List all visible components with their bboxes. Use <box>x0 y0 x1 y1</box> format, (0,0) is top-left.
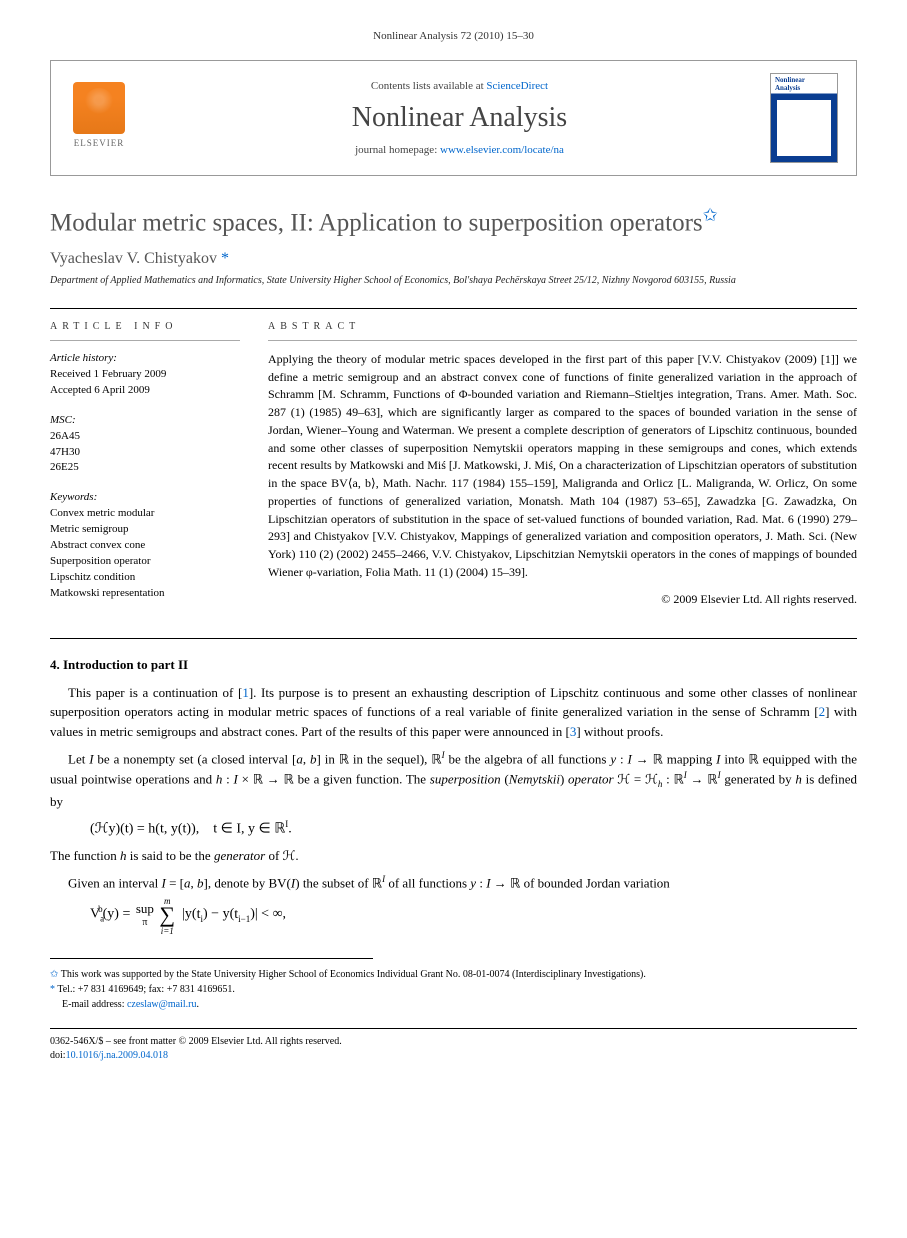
contents-available: Contents lists available at ScienceDirec… <box>149 80 770 92</box>
doi-prefix: doi: <box>50 1050 66 1061</box>
elsevier-logo: ELSEVIER <box>69 82 129 154</box>
title-text: Modular metric spaces, II: Application t… <box>50 209 703 236</box>
abstract-column: ABSTRACT Applying the theory of modular … <box>268 321 857 616</box>
eq2-sup: b <box>98 904 103 914</box>
author-line: Vyacheslav V. Chistyakov * <box>50 250 857 268</box>
article-info-label: ARTICLE INFO <box>50 321 240 332</box>
abstract-text: Applying the theory of modular metric sp… <box>268 351 857 582</box>
abstract-divider <box>268 340 857 341</box>
sum-lower: i=1 <box>161 926 174 936</box>
doi-link[interactable]: 10.1016/j.na.2009.04.018 <box>66 1050 169 1061</box>
doi-line: doi:10.1016/j.na.2009.04.018 <box>50 1049 857 1063</box>
msc-code: 26E25 <box>50 460 240 476</box>
footnotes-rule <box>50 958 373 967</box>
email-link[interactable]: czeslaw@mail.ru <box>127 999 196 1010</box>
elsevier-tree-icon <box>73 82 125 134</box>
journal-header: ELSEVIER Contents lists available at Sci… <box>50 60 857 176</box>
eq2-sub: a <box>100 914 104 924</box>
keyword: Superposition operator <box>50 554 240 570</box>
keyword: Lipschitz condition <box>50 570 240 586</box>
homepage-link[interactable]: www.elsevier.com/locate/na <box>440 144 564 156</box>
abstract-label: ABSTRACT <box>268 321 857 332</box>
article-info-column: ARTICLE INFO Article history: Received 1… <box>50 321 240 616</box>
footnote-2: * Tel.: +7 831 4169649; fax: +7 831 4169… <box>50 982 907 997</box>
footnotes: ✩ This work was supported by the State U… <box>50 967 907 1012</box>
footnote-2-tel: Tel.: +7 831 4169649; fax: +7 831 416965… <box>57 984 235 995</box>
sum-symbol: ∑mi=1 <box>159 902 175 928</box>
front-matter-line: 0362-546X/$ – see front matter © 2009 El… <box>50 1035 857 1049</box>
body-divider <box>50 638 857 639</box>
sup-operator: supπ <box>134 901 156 928</box>
footnote-1: ✩ This work was supported by the State U… <box>50 967 907 982</box>
paragraph-1: This paper is a continuation of [1]. Its… <box>50 683 857 742</box>
running-header: Nonlinear Analysis 72 (2010) 15–30 <box>50 30 857 42</box>
equation-1: (ℋy)(t) = h(t, y(t)), t ∈ I, y ∈ ℝI. <box>90 819 857 838</box>
msc-code: 47H30 <box>50 445 240 461</box>
email-label: E-mail address: <box>62 999 127 1010</box>
cover-title-1: Nonlinear <box>775 76 805 84</box>
title-footnote-marker[interactable]: ✩ <box>703 205 718 225</box>
sciencedirect-link[interactable]: ScienceDirect <box>486 80 548 92</box>
msc-block: MSC: 26A45 47H30 26E25 <box>50 413 240 477</box>
sum-upper: m <box>164 896 171 906</box>
msc-code: 26A45 <box>50 429 240 445</box>
msc-heading: MSC: <box>50 413 240 429</box>
cover-body <box>777 100 831 156</box>
paragraph-2: Let I be a nonempty set (a closed interv… <box>50 749 857 811</box>
cover-title-2: Analysis <box>775 84 800 92</box>
equation-2: Vab(y) = supπ ∑mi=1 |y(ti) − y(ti−1)| < … <box>90 901 857 928</box>
homepage-prefix: journal homepage: <box>355 144 440 156</box>
journal-name: Nonlinear Analysis <box>149 102 770 134</box>
history-heading: Article history: <box>50 351 240 367</box>
footnote-marker-star: ✩ <box>50 969 58 980</box>
elsevier-text: ELSEVIER <box>74 138 125 148</box>
paragraph-4: Given an interval I = [a, b], denote by … <box>50 873 857 893</box>
keywords-heading: Keywords: <box>50 490 240 506</box>
bottom-matter: 0362-546X/$ – see front matter © 2009 El… <box>50 1028 857 1063</box>
footnote-marker-asterisk: * <box>50 984 55 995</box>
info-abstract-row: ARTICLE INFO Article history: Received 1… <box>50 321 857 616</box>
keyword: Convex metric modular <box>50 506 240 522</box>
journal-cover-thumbnail: Nonlinear Analysis <box>770 73 838 163</box>
paragraph-3: The function h is said to be the generat… <box>50 846 857 866</box>
info-divider <box>50 340 240 341</box>
history-accepted: Accepted 6 April 2009 <box>50 383 240 399</box>
footnote-email: E-mail address: czeslaw@mail.ru. <box>62 997 907 1012</box>
footnote-1-text: This work was supported by the State Uni… <box>61 969 646 980</box>
affiliation: Department of Applied Mathematics and In… <box>50 274 857 288</box>
section-4-heading: 4. Introduction to part II <box>50 657 857 673</box>
email-period: . <box>196 999 199 1010</box>
copyright-line: © 2009 Elsevier Ltd. All rights reserved… <box>268 592 857 607</box>
keyword: Matkowski representation <box>50 586 240 602</box>
p1-text: ] without proofs. <box>576 724 663 739</box>
homepage-line: journal homepage: www.elsevier.com/locat… <box>149 144 770 156</box>
contents-prefix: Contents lists available at <box>371 80 486 92</box>
keyword: Metric semigroup <box>50 522 240 538</box>
history-received: Received 1 February 2009 <box>50 367 240 383</box>
keywords-block: Keywords: Convex metric modular Metric s… <box>50 490 240 602</box>
keyword: Abstract convex cone <box>50 538 240 554</box>
author-name: Vyacheslav V. Chistyakov <box>50 250 217 267</box>
header-center: Contents lists available at ScienceDirec… <box>149 80 770 156</box>
corresponding-author-marker[interactable]: * <box>221 250 229 267</box>
p1-text: This paper is a continuation of [ <box>68 685 242 700</box>
article-title: Modular metric spaces, II: Application t… <box>50 204 857 240</box>
article-history: Article history: Received 1 February 200… <box>50 351 240 399</box>
divider <box>50 308 857 309</box>
